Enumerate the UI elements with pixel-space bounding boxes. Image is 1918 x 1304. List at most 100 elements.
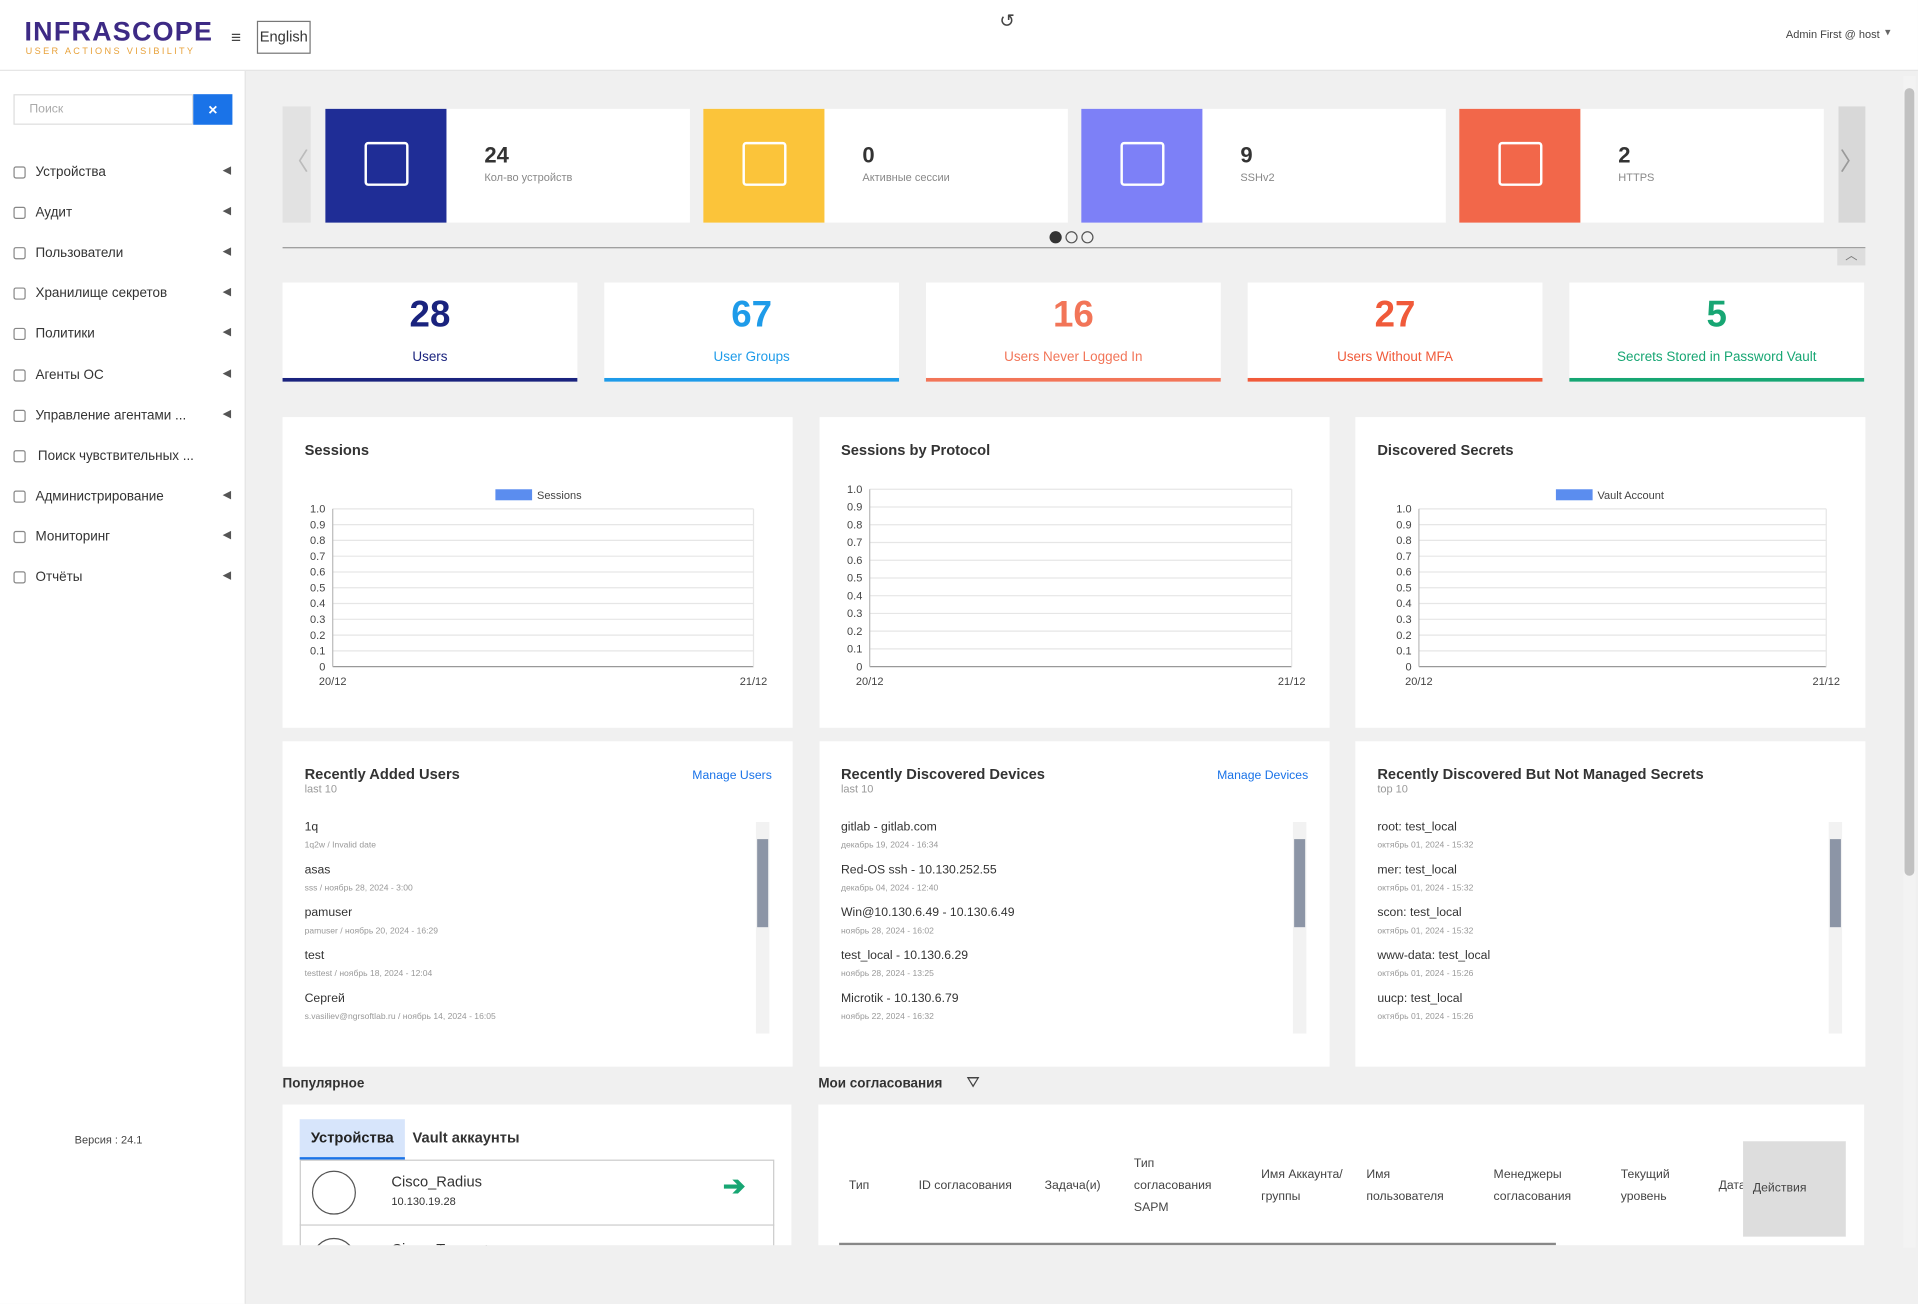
- chart: 1.0 0.9 0.8 0.7 0.6 0.5 0.4 0.3 0.2 0.1 0 20/12 21/1…: [846, 484, 1304, 688]
- list-item-name[interactable]: pamuser: [304, 906, 353, 920]
- column-header[interactable]: Имя Аккаунта/ группы: [1261, 1168, 1343, 1204]
- x-tick-label: 21/12: [740, 676, 768, 688]
- column-header[interactable]: Тип согласования SAPM: [1133, 1157, 1212, 1215]
- menu-caret: ◀: [222, 568, 232, 582]
- menu-item[interactable]: Аудит: [35, 205, 73, 221]
- column-header[interactable]: ID согласования: [918, 1179, 1012, 1193]
- menu-item[interactable]: Хранилище секретов: [35, 286, 168, 302]
- list-item-meta: октябрь 01, 2024 - 15:32: [1377, 841, 1474, 851]
- history-icon[interactable]: ↺: [999, 11, 1015, 32]
- list-link[interactable]: Manage Devices: [1217, 769, 1309, 783]
- list-item-name[interactable]: asas: [304, 863, 331, 878]
- collapse-button[interactable]: ︿: [1837, 248, 1866, 266]
- stat-card[interactable]: 27 Users Without MFA: [1247, 282, 1543, 382]
- menu-item[interactable]: Агенты ОС: [35, 367, 104, 383]
- list-scroll-thumb[interactable]: [1293, 839, 1305, 928]
- carousel-dot[interactable]: [1065, 231, 1078, 244]
- tile-glyph: [742, 141, 787, 186]
- y-tick-label: 0.3: [846, 608, 861, 620]
- language-select[interactable]: English: [256, 20, 311, 54]
- menu-item[interactable]: Поиск чувствительных ...: [37, 448, 194, 464]
- y-tick-label: 0: [856, 661, 862, 673]
- tab[interactable]: Vault аккаунты: [412, 1129, 520, 1147]
- stat-card[interactable]: 67 User Groups: [604, 282, 900, 382]
- stat-card[interactable]: 16 Users Never Logged In: [925, 282, 1221, 382]
- item-name[interactable]: Cisco_Tacacs+: [391, 1240, 490, 1245]
- x-tick-label: 21/12: [1812, 676, 1840, 688]
- filter-icon[interactable]: ⛛: [966, 1072, 980, 1092]
- menu-item[interactable]: Управление агентами ...: [35, 408, 187, 423]
- stat-card[interactable]: 28 Users: [282, 282, 578, 382]
- x-tick-label: 20/12: [855, 676, 883, 688]
- y-tick-label: 0.1: [846, 644, 861, 656]
- carousel-dot[interactable]: [1081, 231, 1094, 244]
- carousel-prev[interactable]: 〈: [282, 106, 311, 223]
- menu-item[interactable]: Отчёты: [35, 570, 83, 585]
- list-item-name[interactable]: test: [304, 949, 325, 963]
- column-header[interactable]: Менеджеры согласования: [1493, 1168, 1572, 1204]
- logo[interactable]: INFRASCOPE: [24, 15, 214, 47]
- list-item-name[interactable]: Microtik - 10.130.6.79: [840, 992, 959, 1006]
- list-item-name[interactable]: www-data: test_local: [1377, 949, 1491, 963]
- list-item-name[interactable]: gitlab - gitlab.com: [840, 820, 937, 835]
- y-tick-label: 0.4: [1396, 598, 1411, 610]
- carousel-next[interactable]: 〉: [1838, 106, 1866, 223]
- tile-value: 9: [1240, 143, 1253, 168]
- list-title: Recently Discovered But Not Managed Secr…: [1377, 765, 1704, 783]
- popular-card: Устройства Vault аккаунты Cisco_Radius 10.1…: [282, 1104, 792, 1246]
- menu-icon: [13, 247, 26, 260]
- list-item-meta: testtest / ноябрь 18, 2024 - 12:04: [304, 969, 433, 979]
- list-card: Recently Discovered But Not Managed Secr…: [1355, 741, 1866, 1067]
- menu-caret: ◀: [222, 528, 232, 541]
- stat-card[interactable]: 5 Secrets Stored in Password Vault: [1569, 282, 1865, 382]
- menu-toggle[interactable]: ≡: [231, 26, 242, 47]
- stat-value: 5: [1706, 294, 1727, 336]
- list-item-name[interactable]: uucp: test_local: [1377, 992, 1463, 1006]
- column-header[interactable]: Тип: [848, 1179, 870, 1193]
- menu-item[interactable]: Администрирование: [35, 489, 164, 504]
- list-scroll-thumb[interactable]: [1829, 839, 1841, 928]
- tile-label: Кол-во устройств: [484, 171, 573, 184]
- list-item-name[interactable]: 1q: [304, 820, 319, 835]
- scrollbar-thumb[interactable]: [1904, 88, 1915, 876]
- column-header[interactable]: Задача(и): [1044, 1179, 1101, 1193]
- tab[interactable]: Устройства: [299, 1119, 405, 1160]
- item-name[interactable]: Cisco_Radius: [391, 1173, 482, 1191]
- column-header[interactable]: Текущий уровень: [1620, 1168, 1670, 1204]
- list-item-name[interactable]: mer: test_local: [1377, 863, 1457, 878]
- user-menu[interactable]: Admin First @ host: [1785, 28, 1880, 41]
- carousel-dot[interactable]: [1049, 231, 1062, 244]
- list-link[interactable]: Manage Users: [692, 769, 772, 783]
- menu-caret: ◀: [222, 285, 232, 298]
- divider: [282, 247, 1866, 249]
- list-item-name[interactable]: test_local - 10.130.6.29: [840, 949, 969, 963]
- search-input[interactable]: Поиск: [13, 94, 194, 125]
- list-item-name[interactable]: Сергей: [304, 992, 345, 1006]
- y-tick-label: 0.7: [310, 551, 325, 563]
- column-header[interactable]: Имя пользователя: [1366, 1168, 1444, 1204]
- list-title: Recently Discovered Devices: [840, 765, 1045, 783]
- menu-item[interactable]: Устройства: [35, 165, 106, 180]
- list-scroll-thumb[interactable]: [757, 839, 769, 928]
- menu-item[interactable]: Мониторинг: [35, 529, 111, 545]
- approvals-card: Тип ID согласования Задача(и) Тип согласова…: [818, 1104, 1865, 1246]
- list-item-name[interactable]: Red-OS ssh - 10.130.252.55: [840, 863, 997, 878]
- search-clear[interactable]: ×: [193, 94, 233, 125]
- user-caret[interactable]: ▾: [1884, 25, 1891, 38]
- list-item-name[interactable]: Win@10.130.6.49 - 10.130.6.49: [840, 906, 1015, 920]
- list-item-name[interactable]: root: test_local: [1377, 820, 1457, 835]
- y-tick-label: 0.7: [846, 537, 861, 549]
- list-item-name[interactable]: scon: test_local: [1377, 906, 1462, 920]
- menu-caret: ◀: [222, 406, 232, 420]
- y-tick-label: 0.4: [846, 590, 861, 602]
- menu-item[interactable]: Пользователи: [35, 246, 124, 261]
- column-header[interactable]: Дата: [1718, 1179, 1746, 1193]
- item-arrow[interactable]: ➔: [722, 1170, 746, 1202]
- stat-value: 27: [1374, 294, 1416, 336]
- y-tick-label: 0.1: [310, 646, 325, 658]
- y-tick-label: 0.5: [1396, 582, 1411, 594]
- menu-item[interactable]: Политики: [35, 327, 95, 342]
- chart: 1.0 0.9 0.8 0.7 0.6 0.5 0.4 0.3 0.2 0.1 0 20/12 21/1…: [310, 489, 768, 688]
- item-icon: [311, 1170, 356, 1215]
- menu-icon: [13, 409, 26, 422]
